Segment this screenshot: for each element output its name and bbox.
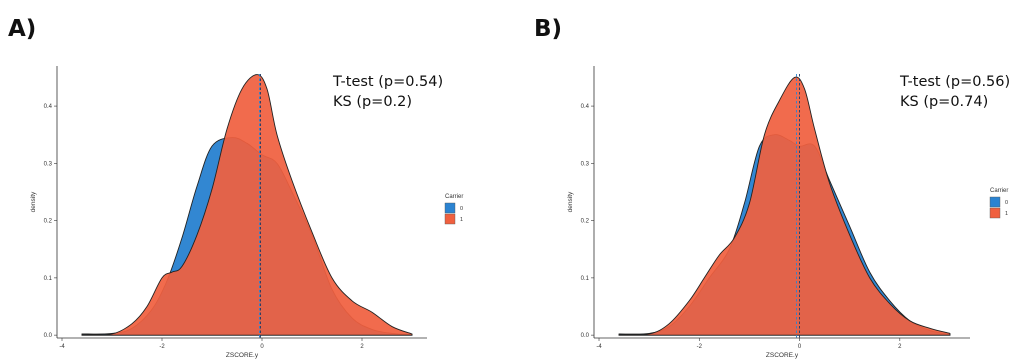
x-tick-label: 0	[798, 344, 802, 350]
x-axis-title: ZSCORE.y	[766, 352, 799, 359]
legend-label-carrier-1: 1	[460, 217, 463, 223]
panel-label: A)	[8, 16, 36, 42]
y-tick-label: 0.1	[44, 276, 53, 282]
legend-key-carrier-0	[444, 202, 456, 214]
y-tick-label: 0.1	[581, 276, 590, 282]
x-tick-label: 0	[260, 344, 264, 350]
y-tick-label: 0.4	[581, 104, 590, 110]
x-tick-label: -4	[596, 344, 602, 350]
stats-annotation: KS (p=0.2)	[333, 94, 412, 110]
legend-key-carrier-0	[989, 196, 1001, 208]
y-tick-label: 0.0	[581, 333, 590, 339]
legend-key-carrier-1	[444, 213, 456, 225]
panel-label: B)	[534, 16, 562, 42]
y-tick-label: 0.2	[581, 219, 590, 225]
stats-annotation: T-test (p=0.54)	[332, 74, 443, 90]
y-tick-label: 0.0	[44, 333, 53, 339]
x-tick-label: -4	[59, 344, 65, 350]
legend-title: Carrier	[445, 194, 463, 200]
density-area-carrier-1	[618, 76, 951, 336]
legend-label-carrier-0: 0	[1005, 200, 1008, 206]
y-axis-title: density	[30, 191, 37, 212]
y-tick-label: 0.3	[44, 161, 53, 167]
panel-b: B) -4 -2 0 2 0.0 0.1 0.2 0.3 0.4 ZSCORE.y density T-…	[534, 16, 1010, 359]
legend-label-carrier-0: 0	[460, 206, 463, 212]
x-tick-label: -2	[159, 344, 165, 350]
y-tick-label: 0.2	[44, 219, 53, 225]
legend-label-carrier-1: 1	[1005, 211, 1008, 217]
stats-annotation: KS (p=0.74)	[900, 94, 988, 110]
x-tick-label: 2	[898, 344, 902, 350]
stats-annotation: T-test (p=0.56)	[899, 74, 1010, 90]
x-axis-title: ZSCORE.y	[226, 352, 259, 359]
x-tick-label: 2	[360, 344, 364, 350]
density-area-carrier-1	[81, 74, 413, 336]
legend-key-carrier-1	[989, 207, 1001, 219]
y-tick-label: 0.4	[44, 104, 53, 110]
y-tick-label: 0.3	[581, 161, 590, 167]
x-tick-label: -2	[697, 344, 703, 350]
panel-a: A) -4 -2 0 2 0.0 0.1 0.2 0.3 0.4 ZSCORE.y density T-…	[8, 16, 463, 359]
legend-title: Carrier	[990, 188, 1008, 194]
y-axis-title: density	[567, 191, 574, 212]
